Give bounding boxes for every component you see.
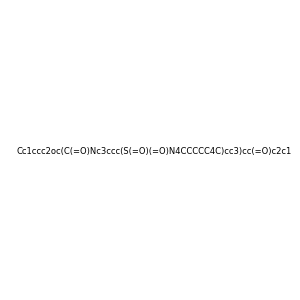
Text: Cc1ccc2oc(C(=O)Nc3ccc(S(=O)(=O)N4CCCCC4C)cc3)cc(=O)c2c1: Cc1ccc2oc(C(=O)Nc3ccc(S(=O)(=O)N4CCCCC4C… bbox=[16, 147, 291, 156]
